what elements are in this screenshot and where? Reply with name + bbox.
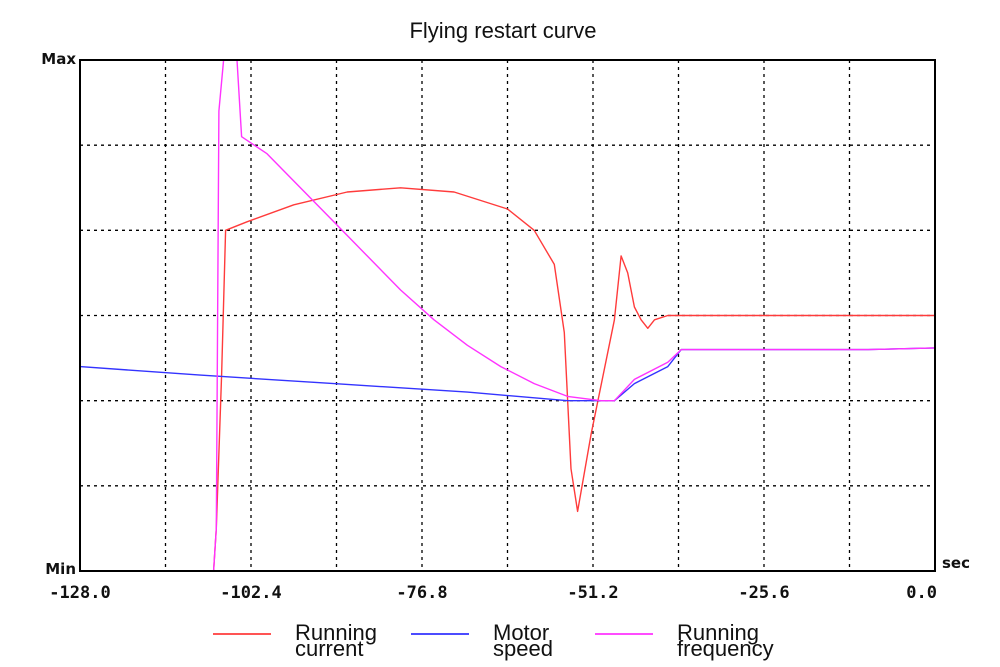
legend-label-1: Motor speed: [493, 620, 553, 661]
legend: Running current Motor speed Running frequency: [213, 620, 774, 661]
x-tick-label: -102.4: [220, 583, 281, 603]
chart-title: Flying restart curve: [409, 18, 596, 43]
y-tick-min: Min: [45, 560, 76, 578]
x-tick-label: -51.2: [567, 583, 618, 603]
x-tick-label: 0.0: [906, 583, 937, 603]
x-tick-label: -76.8: [396, 583, 447, 603]
x-ticks: -128.0 -102.4 -76.8 -51.2 -25.6 0.0: [49, 583, 937, 603]
legend-label-2: Running frequency: [677, 620, 774, 661]
x-tick-label: -25.6: [738, 583, 789, 603]
y-tick-max: Max: [41, 50, 76, 68]
x-unit-label: sec: [942, 554, 970, 572]
x-tick-label: -128.0: [49, 583, 110, 603]
legend-label-0: Running current: [295, 620, 377, 661]
series-line-0: [80, 187, 935, 572]
plot-frame: [79, 59, 936, 572]
grid: [80, 60, 935, 571]
